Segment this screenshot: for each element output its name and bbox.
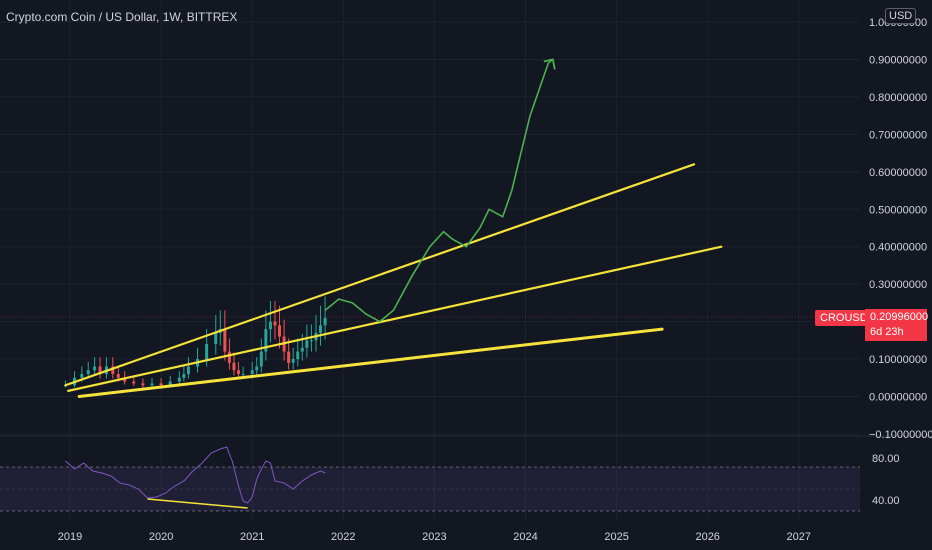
candle-body (111, 366, 115, 375)
candle-body (214, 332, 218, 345)
candle-body (227, 351, 231, 363)
candle-body (255, 366, 259, 371)
price-tick-label: 0.50000000 (869, 204, 927, 216)
candle-body (232, 362, 236, 371)
time-tick-label: 2019 (58, 531, 82, 543)
candle-body (150, 383, 154, 386)
candle-body (123, 377, 127, 382)
price-tick-label: 0.60000000 (869, 167, 927, 179)
time-tick-label: 2026 (695, 531, 719, 543)
candle-body (205, 344, 209, 360)
candle-body (273, 321, 277, 326)
time-tick-label: 2027 (787, 531, 811, 543)
price-tick-label: 0.70000000 (869, 129, 927, 141)
time-axis[interactable]: 2019 2020 2021 2022 2023 2024 2025 2026 2027 (58, 531, 811, 543)
price-tick-label: 0.10000000 (869, 354, 927, 366)
candle-body (132, 381, 136, 384)
last-price-tag: 0.20996000 6d 23h (865, 309, 929, 341)
rsi-line (65, 446, 326, 504)
candle-body (291, 359, 295, 363)
candle-body (159, 383, 163, 386)
projection-arrowhead (543, 58, 556, 70)
candle-body (141, 383, 145, 386)
candle-body (250, 370, 254, 375)
time-tick-label: 2023 (422, 531, 446, 543)
price-tick-label: −0.10000000 (869, 429, 932, 441)
candle-body (319, 325, 323, 333)
candle-body (177, 377, 181, 382)
candle-body (268, 321, 272, 330)
candle-body (296, 351, 300, 360)
candle-body (309, 340, 313, 342)
price-axis[interactable]: 1.000000000.900000000.800000000.70000000… (869, 17, 932, 507)
price-tick-label: 0.90000000 (869, 54, 927, 66)
projection-path (324, 58, 554, 323)
time-tick-label: 2025 (604, 531, 628, 543)
time-tick-label: 2022 (331, 531, 355, 543)
bar-countdown: 6d 23h (870, 326, 904, 338)
last-price-value: 0.20996000 (870, 311, 929, 323)
price-candles (63, 296, 327, 388)
price-tick-label: 0.00000000 (869, 392, 927, 404)
price-tick-label: 0.40000000 (869, 242, 927, 254)
candle-body (86, 370, 90, 375)
candle-body (323, 317, 327, 326)
trendline (64, 163, 696, 387)
rsi-tick-label: 80.00 (872, 453, 900, 465)
candle-body (237, 370, 241, 375)
trendline (77, 327, 664, 398)
candle-body (300, 347, 304, 352)
time-tick-label: 2024 (513, 531, 537, 543)
candle-body (305, 340, 309, 348)
candle-body (259, 351, 263, 367)
symbol-title[interactable]: Crypto.com Coin / US Dollar, 1W, BITTREX (6, 10, 238, 24)
candle-body (186, 366, 190, 375)
candle-body (80, 374, 84, 378)
arrowhead-stroke (543, 58, 556, 70)
rsi-tick-label: 40.00 (872, 495, 900, 507)
candle-body (241, 374, 245, 376)
candle-body (182, 374, 186, 378)
candle-body (93, 366, 97, 371)
candle-body (116, 374, 120, 378)
candle-body (278, 325, 282, 337)
candle-body (168, 381, 172, 386)
candle-body (264, 329, 268, 352)
grid (0, 0, 932, 520)
candle-body (98, 366, 102, 375)
rsi-pane (0, 446, 860, 512)
trendline (67, 245, 723, 392)
time-tick-label: 2021 (240, 531, 264, 543)
rsi-divergence-line (147, 498, 248, 509)
candle-body (287, 351, 291, 363)
symbol-price-label: CROUSD (815, 310, 873, 326)
time-tick-label: 2020 (149, 531, 173, 543)
currency-badge[interactable]: USD (885, 8, 917, 24)
price-tick-label: 0.80000000 (869, 92, 927, 104)
trendlines (64, 163, 723, 398)
candle-body (223, 329, 227, 352)
price-tick-label: 0.30000000 (869, 279, 927, 291)
